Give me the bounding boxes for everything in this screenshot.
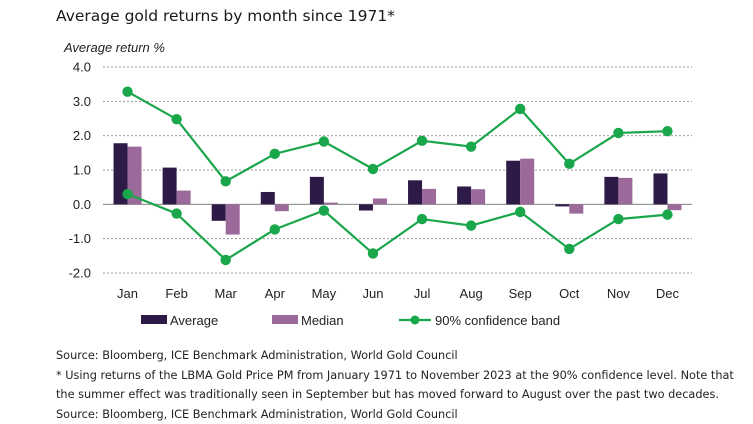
bar-average xyxy=(211,204,226,221)
confidence-band-lower-point xyxy=(564,243,575,255)
confidence-band-lower-point xyxy=(318,205,330,216)
bar-median xyxy=(569,204,584,214)
bar-median xyxy=(422,188,437,205)
note-line-1: * Using returns of the LBMA Gold Price P… xyxy=(56,368,734,382)
x-tick-label: Jul xyxy=(414,286,431,301)
chart-title: Average gold returns by month since 1971… xyxy=(56,7,395,25)
confidence-band-lower-point xyxy=(220,254,231,266)
confidence-band-lower-point xyxy=(515,206,526,218)
x-tick-label: Oct xyxy=(559,286,580,301)
gridlines xyxy=(103,66,692,274)
confidence-band-upper-point xyxy=(171,113,182,125)
legend-label-median: Median xyxy=(301,313,344,328)
confidence-band-upper-point xyxy=(122,86,133,97)
legend-swatch-band-point xyxy=(410,315,420,325)
source-line-2: Source: Bloomberg, ICE Benchmark Adminis… xyxy=(56,407,458,421)
y-axis-ticks: 4.0 3.0 2.0 1.0 0.0 -1.0 -2.0 xyxy=(69,60,91,281)
confidence-band-upper-point xyxy=(613,127,624,139)
legend-swatch-median xyxy=(272,315,298,324)
confidence-band-lower-point xyxy=(613,213,624,225)
confidence-band-upper-point xyxy=(515,103,526,115)
confidence-band-lower-point xyxy=(662,209,673,220)
confidence-band-lower-point xyxy=(416,213,428,225)
y-tick-label: 4.0 xyxy=(73,60,91,75)
bar-average xyxy=(604,176,619,205)
legend: Average Median 90% confidence band xyxy=(141,313,560,328)
chart-svg: 4.03.02.01.00.0-1.0-2.0 Jan Feb Mar Apr May J… xyxy=(69,60,692,328)
footer-notes: Source: Bloomberg, ICE Benchmark Adminis… xyxy=(56,346,746,424)
legend-label-average: Average xyxy=(170,313,218,328)
confidence-band-lower-point xyxy=(465,220,477,231)
confidence-band-upper-point xyxy=(318,136,330,147)
confidence-band-lines xyxy=(122,86,673,266)
confidence-band-lower-line xyxy=(127,193,668,262)
confidence-band-lower-point xyxy=(122,188,133,200)
x-tick-label: Aug xyxy=(460,286,483,301)
x-tick-label: Sep xyxy=(509,286,532,301)
source-line-1: Source: Bloomberg, ICE Benchmark Adminis… xyxy=(56,349,458,362)
y-axis-label: Average return % xyxy=(64,40,165,55)
bar-average xyxy=(408,180,423,205)
y-tick-label: -1.0 xyxy=(69,231,91,246)
x-axis-ticks: Jan Feb Mar Apr May Jun Jul Aug Sep Oct Nov Dec xyxy=(117,286,679,301)
bar-average xyxy=(113,143,128,205)
x-tick-label: Jun xyxy=(362,286,383,301)
note-line-2: the summer effect was traditionally seen… xyxy=(56,388,719,402)
bar-median xyxy=(520,158,535,205)
confidence-band-upper-point xyxy=(416,135,428,147)
bar-median xyxy=(323,202,338,205)
y-tick-label: -2.0 xyxy=(69,266,91,281)
confidence-band-upper-point xyxy=(662,126,673,137)
bar-average xyxy=(309,176,324,205)
confidence-band-upper-point xyxy=(269,148,280,160)
bar-median xyxy=(176,190,191,205)
bar-median xyxy=(225,204,240,235)
bar-median xyxy=(471,189,486,205)
x-tick-label: May xyxy=(312,286,337,301)
confidence-band-upper-point xyxy=(465,141,477,152)
bar-average xyxy=(358,204,373,211)
x-tick-label: Apr xyxy=(265,286,286,301)
bar-average xyxy=(162,167,177,205)
confidence-band-lower-point xyxy=(367,248,379,259)
bar-median xyxy=(618,177,633,205)
bar-median xyxy=(274,204,289,212)
y-tick-label: 2.0 xyxy=(73,128,91,143)
y-tick-label: 1.0 xyxy=(73,163,91,178)
confidence-band-upper-point xyxy=(220,176,231,187)
y-tick-label: 0.0 xyxy=(73,197,91,212)
x-tick-label: Mar xyxy=(215,286,238,301)
confidence-band-lower-point xyxy=(171,208,182,219)
confidence-band-upper-point xyxy=(564,158,575,170)
legend-swatch-average xyxy=(141,315,167,324)
bar-median xyxy=(127,146,142,205)
confidence-band-lower-point xyxy=(269,224,280,235)
x-tick-label: Feb xyxy=(165,286,187,301)
bar-average xyxy=(555,204,570,207)
bar-median xyxy=(372,198,387,205)
x-tick-label: Jan xyxy=(117,286,138,301)
bar-average xyxy=(506,160,521,205)
y-tick-label: 3.0 xyxy=(73,94,91,109)
bar-median xyxy=(667,204,682,211)
legend-label-band: 90% confidence band xyxy=(435,313,560,328)
confidence-band-upper-line xyxy=(127,90,668,183)
bars xyxy=(113,143,682,235)
confidence-band-upper-point xyxy=(367,163,379,175)
bar-average xyxy=(260,191,275,205)
bar-average xyxy=(457,186,472,205)
bar-average xyxy=(653,173,668,205)
x-tick-label: Nov xyxy=(607,286,631,301)
x-tick-label: Dec xyxy=(656,286,680,301)
